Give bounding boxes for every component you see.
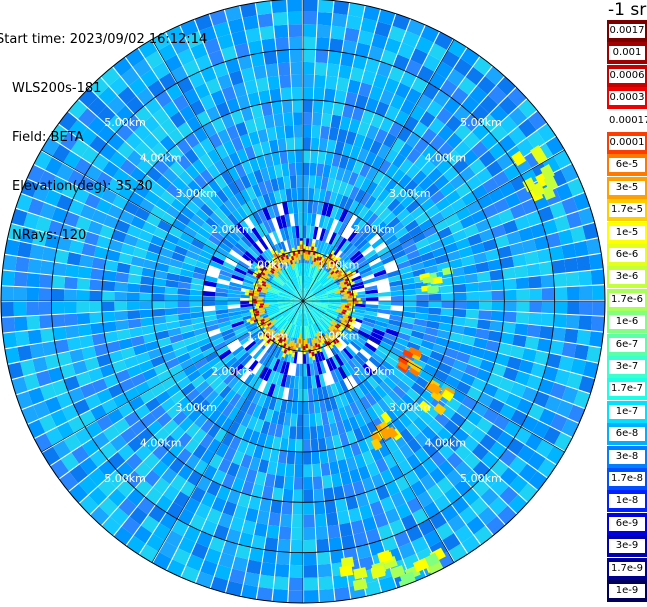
colorbar-tick-label: 3e-8 <box>609 449 645 464</box>
colorbar-tick: 0.0001 <box>607 132 647 154</box>
colorbar-tick-label: 1e-6 <box>609 315 645 330</box>
colorbar-tick-label: 0.001 <box>609 46 645 61</box>
colorbar-tick-label: 3e-5 <box>609 180 645 195</box>
azimuth-line <box>151 39 304 302</box>
field-row: Field: BETA <box>12 130 207 147</box>
colorbar-tick-label: 0.0006 <box>609 68 645 83</box>
colorbar-tick: 1e-7 <box>607 400 647 423</box>
colorbar-tick: 6e-5 <box>607 154 647 177</box>
colorbar-tick-label: 1.7e-7 <box>609 382 645 397</box>
colorbar-tick: 6e-9 <box>607 512 647 535</box>
colorbar-tick: 6e-7 <box>607 333 647 356</box>
colorbar-tick-label: 1.7e-6 <box>609 292 645 307</box>
azimuth-line <box>302 39 455 302</box>
range-ring-label: 2.00km <box>211 223 253 236</box>
azimuth-line <box>302 149 565 302</box>
azimuth-line <box>151 300 304 563</box>
colorbar-tick-label: 1.7e-8 <box>609 472 645 486</box>
colorbar-tick: 0.001 <box>607 42 647 65</box>
azimuth-line <box>41 149 304 302</box>
range-ring-label: 2.00km <box>353 365 395 378</box>
colorbar-tick-label: 1e-7 <box>609 404 645 419</box>
range-ring-label: 3.00km <box>175 187 217 200</box>
colorbar-unit: -1 sr <box>608 0 647 20</box>
colorbar-tick-label: 3e-6 <box>609 270 645 285</box>
range-ring-label: 4.00km <box>140 436 182 449</box>
field-value: BETA <box>50 130 84 145</box>
colorbar-tick: 0.00017 <box>607 109 647 132</box>
nrays-row: NRays: 120 <box>12 228 207 245</box>
range-ring-label: 1.00km <box>318 258 360 271</box>
colorbar-tick-label: 1e-5 <box>609 225 645 240</box>
colorbar-tick-label: 1e-9 <box>609 584 645 598</box>
range-ring-label: 1.00km <box>318 330 360 343</box>
nrays-value: 120 <box>61 228 87 243</box>
colorbar-tick-label: 1e-8 <box>609 494 645 509</box>
field-label: Field: <box>12 130 47 145</box>
azimuth-line <box>41 300 304 453</box>
range-ring-label: 5.00km <box>460 472 502 485</box>
colorbar-tick-label: 6e-5 <box>609 158 645 173</box>
range-ring-label: 4.00km <box>425 436 467 449</box>
elevation-label: Elevation(deg): <box>12 179 112 194</box>
range-ring-label: 4.00km <box>425 152 467 165</box>
azimuth-line <box>302 300 565 453</box>
start-time-row: Start time: 2023/09/02 16:12:14 <box>0 32 207 49</box>
colorbar-tick-label: 6e-9 <box>609 516 645 531</box>
colorbar-tick-label: 3e-7 <box>609 360 645 374</box>
colorbar-tick: 1.7e-9 <box>607 557 647 580</box>
range-ring-label: 5.00km <box>460 116 502 129</box>
colorbar-tick: 1.7e-6 <box>607 288 647 311</box>
colorbar-tick: 3e-6 <box>607 266 647 289</box>
colorbar-tick: 1.7e-5 <box>607 199 647 222</box>
range-ring-label: 3.00km <box>389 401 431 414</box>
colorbar-tick-label: 0.00017 <box>609 113 647 128</box>
colorbar-tick: 0.0003 <box>607 87 647 110</box>
range-ring-label: 3.00km <box>175 401 217 414</box>
colorbar-tick-label: 0.0017 <box>609 24 645 38</box>
range-ring-label: 2.00km <box>211 365 253 378</box>
start-time-label: Start time: <box>0 32 66 47</box>
elevation-value: 35.30 <box>115 179 153 194</box>
colorbar-tick: 1.7e-7 <box>607 378 647 401</box>
colorbar-tick: 0.0017 <box>607 20 647 42</box>
range-ring-label: 5.00km <box>104 116 146 129</box>
scan-info: Start time: 2023/09/02 16:12:14 WLS200s-… <box>0 0 207 261</box>
range-ring-label: 4.00km <box>140 152 182 165</box>
colorbar-tick: 0.0006 <box>607 64 647 87</box>
colorbar: 0.0017 0.001 0.0006 0.0003 0.00017 0.0001 6e-5… <box>607 20 647 607</box>
range-ring-label: 5.00km <box>104 472 146 485</box>
colorbar-tick-label: 6e-7 <box>609 337 645 352</box>
start-time-value: 2023/09/02 16:12:14 <box>69 32 208 47</box>
radar-field <box>1 0 605 603</box>
colorbar-tick-label: 6e-6 <box>609 248 645 262</box>
azimuth-line <box>302 300 455 563</box>
colorbar-tick-label: 1.7e-9 <box>609 561 645 576</box>
colorbar-tick-label: 0.0003 <box>609 91 645 106</box>
colorbar-tick: 3e-8 <box>607 445 647 468</box>
range-ring-label: 3.00km <box>389 187 431 200</box>
colorbar-tick: 1e-6 <box>607 311 647 334</box>
colorbar-tick: 1e-8 <box>607 490 647 513</box>
colorbar-tick-label: 6e-8 <box>609 427 645 442</box>
colorbar-tick: 1.7e-8 <box>607 468 647 490</box>
colorbar-tick: 3e-9 <box>607 535 647 558</box>
nrays-label: NRays: <box>12 228 58 243</box>
colorbar-tick: 1e-5 <box>607 221 647 244</box>
colorbar-tick-label: 0.0001 <box>609 136 645 150</box>
device-name: WLS200s-181 <box>12 81 102 96</box>
colorbar-tick: 6e-6 <box>607 244 647 266</box>
colorbar-tick-label: 1.7e-5 <box>609 203 645 218</box>
range-ring-label: 1.00km <box>247 330 289 343</box>
colorbar-tick: 3e-7 <box>607 356 647 378</box>
elevation-row: Elevation(deg): 35.30 <box>12 179 207 196</box>
range-ring-label: 2.00km <box>353 223 395 236</box>
colorbar-tick: 6e-8 <box>607 423 647 446</box>
range-ring-label: 1.00km <box>247 258 289 271</box>
colorbar-tick: 1e-9 <box>607 580 647 602</box>
colorbar-tick-label: 3e-9 <box>609 539 645 554</box>
colorbar-tick: 3e-5 <box>607 176 647 199</box>
